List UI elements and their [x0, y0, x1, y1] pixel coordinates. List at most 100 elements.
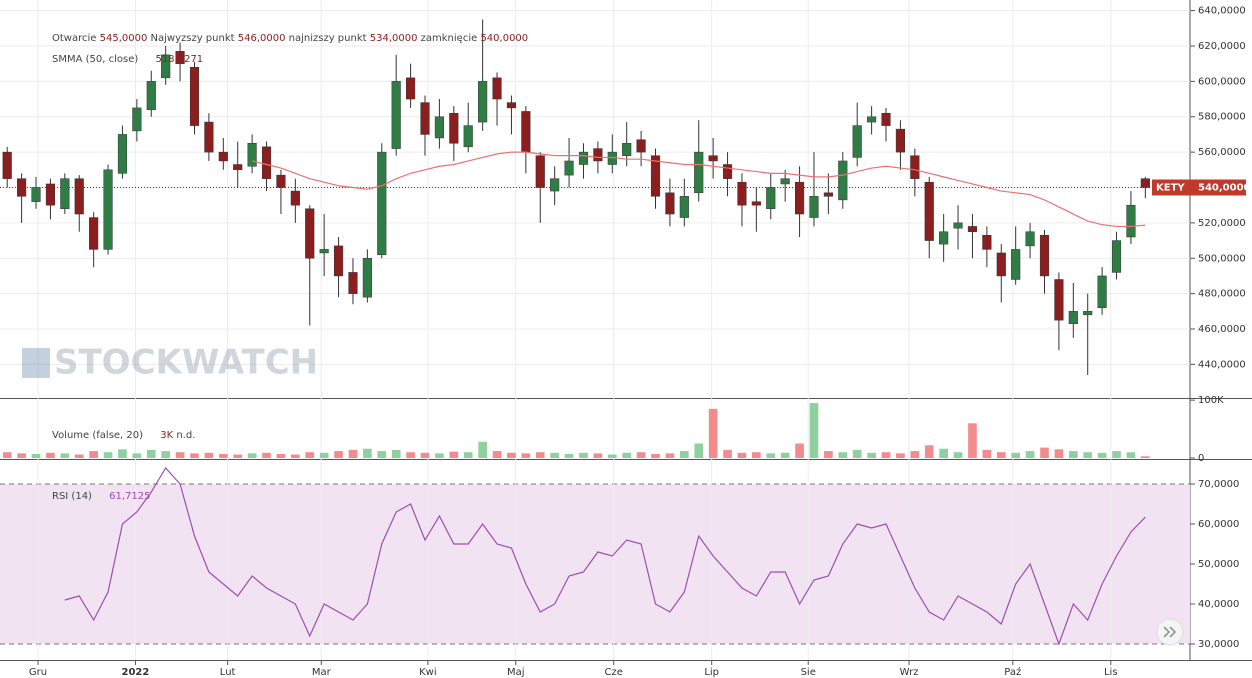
candle-body [1011, 249, 1021, 280]
volume-bar [1040, 447, 1049, 458]
y-tick-label: 560,0000 [1198, 147, 1246, 158]
candle-body [694, 151, 704, 194]
candle-body [679, 196, 689, 218]
volume-bar [723, 449, 732, 458]
x-tick-label: Gru [29, 667, 47, 678]
ohlc-legend: Otwarcie 545,0000 Najwyzszy punkt 546,00… [52, 33, 528, 44]
volume-bar [204, 452, 214, 458]
candle-body [492, 77, 502, 100]
volume-bar [17, 453, 26, 458]
volume-bar [247, 453, 257, 458]
candle-body [74, 178, 84, 215]
volume-bar [89, 451, 98, 458]
candle-body [348, 272, 358, 294]
price-label: 540,0000 [1198, 183, 1251, 194]
volume-bar [507, 452, 516, 458]
y-tick-label: 50,0000 [1198, 559, 1239, 570]
volume-bar [262, 452, 271, 458]
watermark: STOCKWATCH [22, 343, 318, 383]
candle-body [1039, 235, 1050, 277]
x-tick-label: Sie [801, 667, 816, 678]
candle-body [838, 160, 848, 201]
volume-bar [651, 453, 660, 458]
y-tick-label: 440,0000 [1198, 359, 1246, 370]
volume-bar [363, 448, 372, 458]
y-tick-label: 620,0000 [1198, 41, 1246, 52]
candle-body [333, 245, 344, 277]
volume-bar [334, 451, 343, 458]
candle-body [2, 151, 12, 179]
candle-body [103, 169, 113, 250]
y-tick-label: 60,0000 [1198, 519, 1239, 530]
candle-body [463, 125, 473, 148]
volume-bar [910, 451, 920, 458]
volume-bar [132, 453, 142, 458]
candle-body [161, 54, 171, 79]
volume-bar [982, 449, 992, 458]
candle-body [881, 112, 891, 126]
x-tick-label: Lip [704, 667, 719, 678]
candle-body [290, 190, 300, 206]
volume-bar [146, 449, 156, 458]
y-tick-label: 640,0000 [1198, 6, 1246, 17]
candle-body [665, 192, 675, 215]
volume-bar [766, 453, 776, 458]
candle-body [953, 222, 963, 229]
x-tick-label: Lis [1104, 667, 1118, 678]
candle-body [535, 155, 545, 188]
y-tick-label: 100K [1198, 395, 1224, 406]
volume-bar [996, 452, 1006, 458]
smma-legend: SMMA (50, close) 518,7271 [52, 54, 203, 65]
candle-body [708, 155, 718, 162]
volume-bar [1054, 449, 1064, 458]
volume-bar [60, 453, 70, 458]
candle-body [650, 155, 661, 197]
smma-line [251, 151, 1146, 228]
volume-bar [535, 452, 545, 458]
volume-bar [305, 452, 315, 458]
volume-bar [478, 441, 487, 458]
candle-body [204, 121, 214, 153]
candle-body [117, 134, 128, 174]
x-tick-label: Mar [312, 667, 332, 678]
candle-body [45, 183, 55, 206]
volume-bar [852, 449, 862, 458]
candle-body [146, 81, 156, 110]
x-tick-label: Paź [1004, 666, 1021, 678]
volume-bar [867, 452, 876, 458]
volume-bar [2, 452, 12, 458]
volume-bar [218, 453, 228, 458]
volume-bar [74, 454, 84, 458]
volume-bar [46, 452, 55, 458]
volume-bar [175, 452, 185, 458]
candle-body [276, 174, 286, 188]
volume-bar [607, 454, 617, 458]
candle-body [449, 112, 459, 144]
volume-bar [190, 453, 199, 458]
scroll-icon[interactable] [1163, 626, 1177, 638]
candle-body [377, 151, 387, 255]
candle-body [895, 128, 905, 153]
volume-bar [953, 452, 963, 458]
watermark-icon [22, 348, 50, 378]
volume-bar [276, 453, 286, 458]
volume-bar [420, 452, 430, 458]
y-tick-label: 480,0000 [1198, 289, 1246, 300]
candle-body [1140, 178, 1150, 188]
volume-bar [809, 403, 819, 458]
candle-body [132, 107, 142, 132]
volume-bar [593, 453, 603, 458]
candle-body [910, 155, 920, 179]
candle-body [809, 196, 819, 218]
candle-body [506, 102, 517, 109]
volume-bar [694, 443, 704, 458]
symbol-label: KETY [1156, 183, 1185, 194]
scroll-button[interactable] [1156, 618, 1184, 646]
volume-bar [752, 452, 761, 458]
y-tick-label: 580,0000 [1198, 112, 1246, 123]
volume-bar [896, 453, 905, 458]
x-tick-label: Maj [507, 667, 525, 678]
candle-body [391, 81, 401, 149]
candle-body [852, 125, 862, 158]
